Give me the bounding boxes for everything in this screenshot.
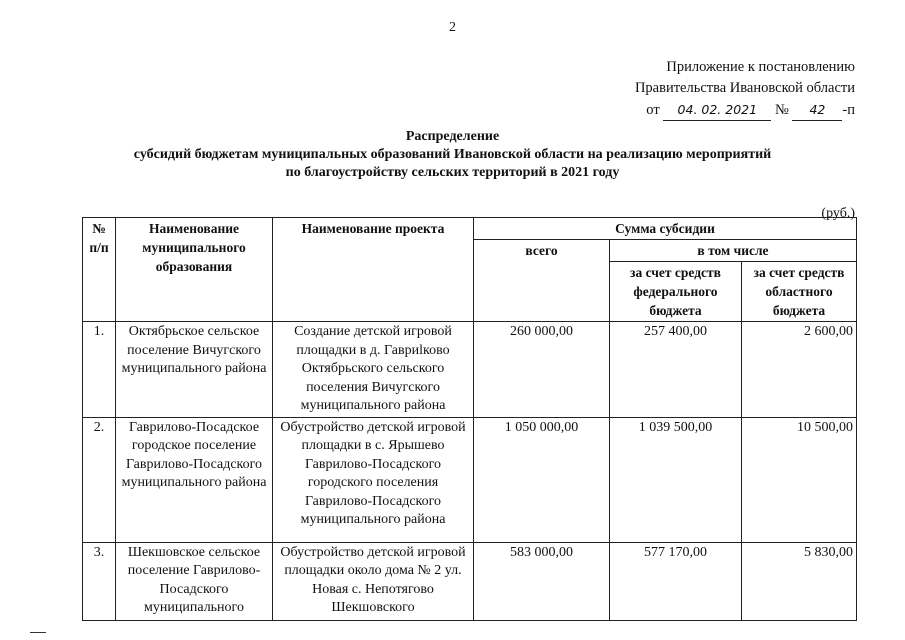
table-row: 2. Гаврилово-Посадское городское поселен… bbox=[82, 416, 857, 543]
row-federal: 577 170,00 bbox=[609, 541, 742, 621]
handwritten-date: 04. 02. 2021 bbox=[663, 99, 772, 121]
row-num: 1. bbox=[82, 321, 116, 418]
date-prefix: от bbox=[646, 102, 660, 118]
row-total: 583 000,00 bbox=[473, 541, 610, 621]
subsidy-table: № п/п Наименование муниципального образо… bbox=[82, 217, 857, 621]
number-suffix: -п bbox=[842, 102, 855, 118]
row-municipality: Шекшовское сельское поселение Гаврилово-… bbox=[115, 541, 273, 621]
table-row: 1. Октябрьское сельское поселение Вичугс… bbox=[82, 321, 857, 418]
appendix-date-line: от 04. 02. 2021 № 42 -п bbox=[635, 99, 855, 121]
header-municipality: Наименование муниципального образования bbox=[115, 217, 273, 322]
appendix-line1: Приложение к постановлению bbox=[666, 59, 855, 75]
row-total: 260 000,00 bbox=[473, 321, 610, 418]
row-num: 3. bbox=[82, 541, 116, 621]
row-num: 2. bbox=[82, 416, 116, 543]
row-project: Создание детской игровой площадки в д. Г… bbox=[272, 321, 474, 418]
header-subsidy: Сумма субсидии bbox=[473, 217, 857, 240]
row-project: Обустройство детской игровой площадки ок… bbox=[272, 541, 474, 621]
scan-mark bbox=[30, 632, 46, 633]
row-federal: 1 039 500,00 bbox=[609, 416, 742, 543]
header-including: в том числе bbox=[609, 239, 857, 262]
title-line2: субсидий бюджетам муниципальных образова… bbox=[133, 147, 772, 162]
row-regional: 2 600,00 bbox=[741, 321, 857, 418]
header-regional: за счет средств областного бюджета bbox=[741, 261, 857, 322]
handwritten-number: 42 bbox=[792, 99, 843, 121]
appendix-line2: Правительства Ивановской области bbox=[634, 80, 855, 96]
row-total: 1 050 000,00 bbox=[473, 416, 610, 543]
row-regional: 10 500,00 bbox=[741, 416, 857, 543]
page-number: 2 bbox=[449, 20, 456, 35]
row-project: Обустройство детской игровой площадки в … bbox=[272, 416, 474, 543]
header-federal: за счет средств федерального бюджета bbox=[609, 261, 742, 322]
table-row: 3. Шекшовское сельское поселение Гаврило… bbox=[82, 541, 857, 621]
title-line1: Распределение bbox=[405, 129, 500, 144]
row-municipality: Гаврилово-Посадское городское поселение … bbox=[115, 416, 273, 543]
row-municipality: Октябрьское сельское поселение Вичугског… bbox=[115, 321, 273, 418]
number-prefix: № bbox=[774, 102, 789, 118]
row-federal: 257 400,00 bbox=[609, 321, 742, 418]
header-num: № п/п bbox=[82, 217, 116, 322]
title-line3: по благоустройству сельских территорий в… bbox=[285, 165, 620, 180]
header-project: Наименование проекта bbox=[272, 217, 474, 322]
appendix-block: Приложение к постановлению Правительства… bbox=[635, 57, 855, 121]
document-title: Распределение субсидий бюджетам муниципа… bbox=[0, 128, 905, 182]
header-total: всего bbox=[473, 239, 610, 322]
row-regional: 5 830,00 bbox=[741, 541, 857, 621]
